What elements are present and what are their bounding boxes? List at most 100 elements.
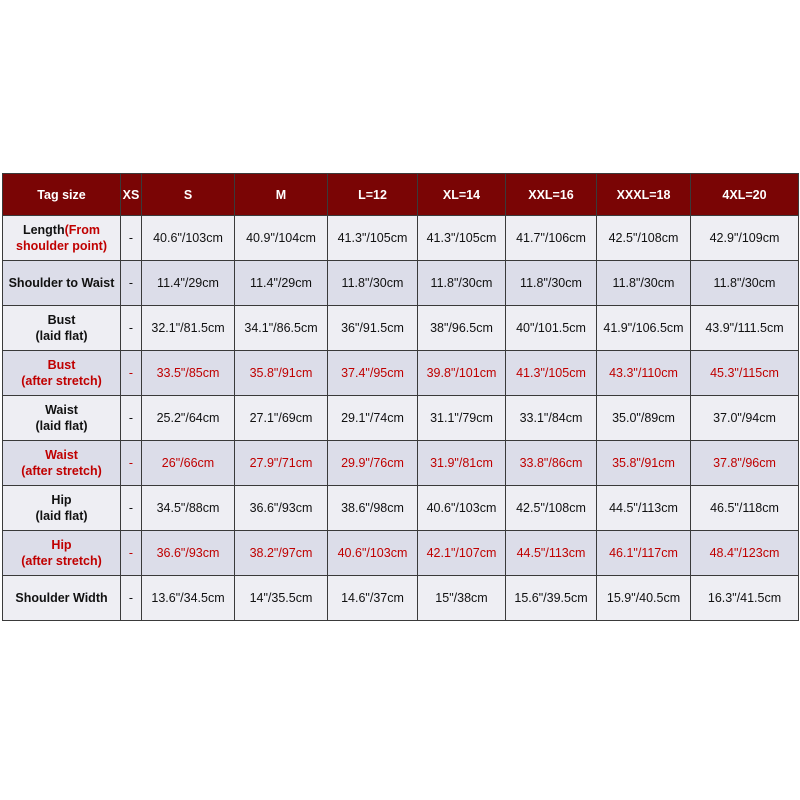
table-row: Hip (laid flat) -34.5"/88cm 36.6"/93cm 38.6"…	[2, 485, 799, 531]
size-cell: 35.0"/89cm	[596, 395, 691, 441]
size-cell: 41.7"/106cm	[505, 215, 597, 261]
header-cell: S	[141, 173, 235, 216]
size-cell: -	[120, 215, 142, 261]
size-cell: 33.1"/84cm	[505, 395, 597, 441]
size-cell: 41.9"/106.5cm	[596, 305, 691, 351]
size-cell: 46.1"/117cm	[596, 530, 691, 576]
table-row: Waist (after stretch) -26"/66cm 27.9"/71cm 2…	[2, 440, 799, 486]
size-cell: 11.8"/30cm	[596, 260, 691, 306]
size-cell: 15"/38cm	[417, 575, 506, 621]
table-body: Length(From shoulder point) -40.6"/103cm 4…	[2, 215, 799, 621]
label-sub: (laid flat)	[35, 509, 88, 523]
size-cell: 32.1"/81.5cm	[141, 305, 235, 351]
size-cell: 42.1"/107cm	[417, 530, 506, 576]
size-cell: 35.8"/91cm	[596, 440, 691, 486]
size-cell: 39.8"/101cm	[417, 350, 506, 396]
size-cell: 48.4"/123cm	[690, 530, 799, 576]
size-cell: 35.8"/91cm	[234, 350, 328, 396]
label-text: Shoulder to Waist	[8, 276, 115, 290]
size-cell: 15.9"/40.5cm	[596, 575, 691, 621]
header-cell: XL=14	[417, 173, 506, 216]
size-cell: 11.8"/30cm	[327, 260, 418, 306]
size-cell: 44.5"/113cm	[505, 530, 597, 576]
size-cell: 42.5"/108cm	[596, 215, 691, 261]
size-cell: 40.6"/103cm	[417, 485, 506, 531]
header-cell: XXXL=18	[596, 173, 691, 216]
size-cell: -	[120, 260, 142, 306]
label-text: Length	[22, 223, 65, 237]
size-cell: 36"/91.5cm	[327, 305, 418, 351]
row-label: Hip (after stretch)	[2, 530, 121, 576]
size-cell: 41.3"/105cm	[505, 350, 597, 396]
size-cell: 37.4"/95cm	[327, 350, 418, 396]
row-label: Bust (laid flat)	[2, 305, 121, 351]
size-cell: -	[120, 305, 142, 351]
size-cell: 41.3"/105cm	[327, 215, 418, 261]
header-cell: XS	[120, 173, 142, 216]
size-cell: 36.6"/93cm	[234, 485, 328, 531]
table-row: Length(From shoulder point) -40.6"/103cm 4…	[2, 215, 799, 261]
size-cell: 33.8"/86cm	[505, 440, 597, 486]
size-cell: 11.8"/30cm	[417, 260, 506, 306]
size-cell: 43.9"/111.5cm	[690, 305, 799, 351]
header-row: Tag size XS S M L=12 XL=14 XXL=16 XXXL=18 4XL=20	[2, 173, 799, 216]
size-cell: -	[120, 350, 142, 396]
row-label: Length(From shoulder point)	[2, 215, 121, 261]
size-cell: 34.1"/86.5cm	[234, 305, 328, 351]
size-cell: 37.0"/94cm	[690, 395, 799, 441]
table-row: Waist (laid flat) -25.2"/64cm 27.1"/69cm 29.…	[2, 395, 799, 441]
size-cell: 27.9"/71cm	[234, 440, 328, 486]
size-cell: 34.5"/88cm	[141, 485, 235, 531]
size-cell: 11.8"/30cm	[505, 260, 597, 306]
size-cell: 46.5"/118cm	[690, 485, 799, 531]
label-text: Hip	[51, 538, 72, 552]
table-row: Bust (laid flat) -32.1"/81.5cm 34.1"/86.5cm…	[2, 305, 799, 351]
size-cell: 42.9"/109cm	[690, 215, 799, 261]
size-cell: 41.3"/105cm	[417, 215, 506, 261]
size-cell: 31.1"/79cm	[417, 395, 506, 441]
size-cell: 11.4"/29cm	[141, 260, 235, 306]
size-cell: 38.2"/97cm	[234, 530, 328, 576]
size-cell: -	[120, 440, 142, 486]
label-sub: (after stretch)	[21, 554, 102, 568]
row-label: Hip (laid flat)	[2, 485, 121, 531]
size-cell: 33.5"/85cm	[141, 350, 235, 396]
header-cell: M	[234, 173, 328, 216]
size-cell: 40.9"/104cm	[234, 215, 328, 261]
row-label: Bust (after stretch)	[2, 350, 121, 396]
size-table: Tag size XS S M L=12 XL=14 XXL=16 XXXL=18 4XL=20…	[2, 173, 799, 621]
size-cell: 40.6"/103cm	[327, 530, 418, 576]
size-cell: 14.6"/37cm	[327, 575, 418, 621]
label-text: Hip	[51, 493, 72, 507]
header-cell: XXL=16	[505, 173, 597, 216]
size-cell: 26"/66cm	[141, 440, 235, 486]
label-sub: (after stretch)	[21, 374, 102, 388]
row-label: Waist (laid flat)	[2, 395, 121, 441]
size-cell: 44.5"/113cm	[596, 485, 691, 531]
size-cell: 42.5"/108cm	[505, 485, 597, 531]
label-note: (From shoulder point)	[16, 223, 107, 253]
size-cell: 16.3"/41.5cm	[690, 575, 799, 621]
size-cell: -	[120, 485, 142, 531]
size-cell: 15.6"/39.5cm	[505, 575, 597, 621]
size-cell: 25.2"/64cm	[141, 395, 235, 441]
table-row: Shoulder to Waist -11.4"/29cm 11.4"/29cm 11…	[2, 260, 799, 306]
size-cell: 31.9"/81cm	[417, 440, 506, 486]
size-cell: 14"/35.5cm	[234, 575, 328, 621]
header-cell: L=12	[327, 173, 418, 216]
label-text: Waist	[45, 403, 78, 417]
size-cell: 29.9"/76cm	[327, 440, 418, 486]
size-cell: 40"/101.5cm	[505, 305, 597, 351]
size-cell: 38"/96.5cm	[417, 305, 506, 351]
size-cell: -	[120, 530, 142, 576]
label-text: Waist	[45, 448, 78, 462]
table-row: Bust (after stretch) -33.5"/85cm 35.8"/91cm…	[2, 350, 799, 396]
size-cell: 27.1"/69cm	[234, 395, 328, 441]
size-cell: 36.6"/93cm	[141, 530, 235, 576]
label-sub: (after stretch)	[21, 464, 102, 478]
header-cell: Tag size	[2, 173, 121, 216]
row-label: Shoulder Width	[2, 575, 121, 621]
size-cell: 38.6"/98cm	[327, 485, 418, 531]
label-text: Bust	[47, 358, 76, 372]
